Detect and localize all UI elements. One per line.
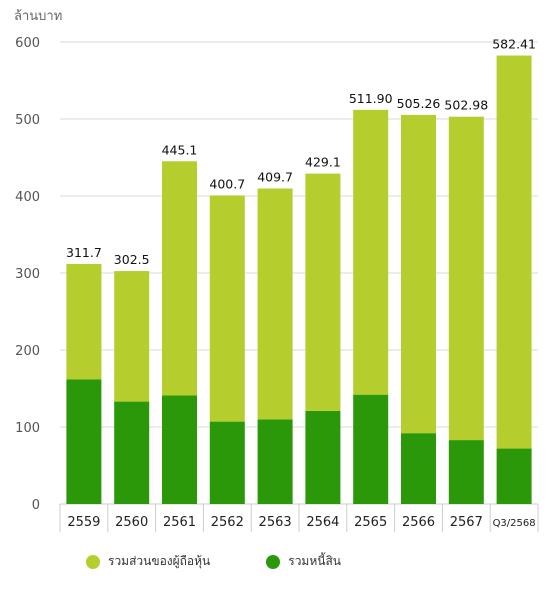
bar-segment-liabilities [162, 395, 197, 504]
legend-swatch-liabilities [266, 554, 281, 569]
y-axis-unit-label: ล้านบาท [14, 9, 62, 24]
legend-label-equity: รวมส่วนของผู้ถือหุ้น [108, 554, 211, 568]
bar-segment-equity [209, 195, 245, 422]
bar-total-label: 445.1 [162, 142, 198, 157]
bar-segment-equity [496, 55, 532, 449]
bar-segment-equity [66, 263, 102, 380]
bar-segment-liabilities [257, 419, 293, 504]
y-tick-label: 200 [15, 344, 40, 359]
y-tick-label: 600 [15, 36, 40, 51]
chart-legend: รวมส่วนของผู้ถือหุ้น รวมหนี้สิน [86, 552, 341, 571]
bar-total-label: 311.7 [66, 245, 102, 260]
y-tick-label: 400 [15, 190, 40, 205]
legend-item-liabilities: รวมหนี้สิน [266, 552, 341, 571]
y-tick-label: 300 [15, 267, 40, 282]
bar-total-label: 511.90 [349, 91, 393, 106]
bar-segment-equity [353, 109, 389, 395]
x-category-label: Q3/2568 [493, 518, 536, 529]
bar-segment-liabilities [448, 440, 484, 504]
bar-segment-equity [257, 188, 293, 420]
x-category-label: 2563 [259, 515, 292, 530]
bar-segment-equity [162, 161, 197, 396]
stacked-bar-chart: ล้านบาท 0 100 200 300 400 500 600 311.7 2559 302.… [14, 9, 539, 532]
y-tick-label: 0 [32, 498, 40, 513]
legend-item-equity: รวมส่วนของผู้ถือหุ้น [86, 552, 210, 571]
y-tick-label: 500 [15, 113, 40, 128]
bar-segment-liabilities [66, 379, 102, 504]
bar-total-label: 409.7 [257, 170, 293, 185]
x-category-label: 2566 [402, 515, 435, 530]
y-tick-label: 100 [15, 421, 40, 436]
legend-swatch-equity [86, 554, 100, 569]
x-category-label: 2562 [211, 515, 244, 530]
bar-total-label: 505.26 [397, 96, 441, 111]
bar-total-label: 582.41 [492, 37, 536, 52]
bar-segment-equity [114, 271, 150, 402]
bar-segment-liabilities [496, 448, 532, 504]
bar-segment-liabilities [209, 421, 245, 504]
bar-total-label: 400.7 [209, 176, 245, 191]
bar-segment-equity [401, 114, 436, 434]
bar-segment-equity [448, 116, 484, 441]
x-category-label: 2559 [67, 515, 100, 530]
x-category-label: 2565 [354, 515, 387, 530]
bar-segment-liabilities [305, 410, 341, 504]
bar-segment-liabilities [114, 401, 150, 504]
bar-segment-liabilities [401, 433, 436, 504]
legend-label-liabilities: รวมหนี้สิน [288, 554, 341, 568]
bar-total-label: 302.5 [114, 252, 150, 267]
x-category-label: 2560 [115, 515, 148, 530]
x-category-label: 2567 [450, 515, 483, 530]
bar-total-label: 429.1 [305, 155, 341, 170]
bar-segment-equity [305, 173, 341, 411]
bar-total-label: 502.98 [444, 98, 488, 113]
x-category-label: 2561 [163, 515, 196, 530]
bar-segment-liabilities [353, 394, 389, 504]
x-category-label: 2564 [306, 515, 339, 530]
